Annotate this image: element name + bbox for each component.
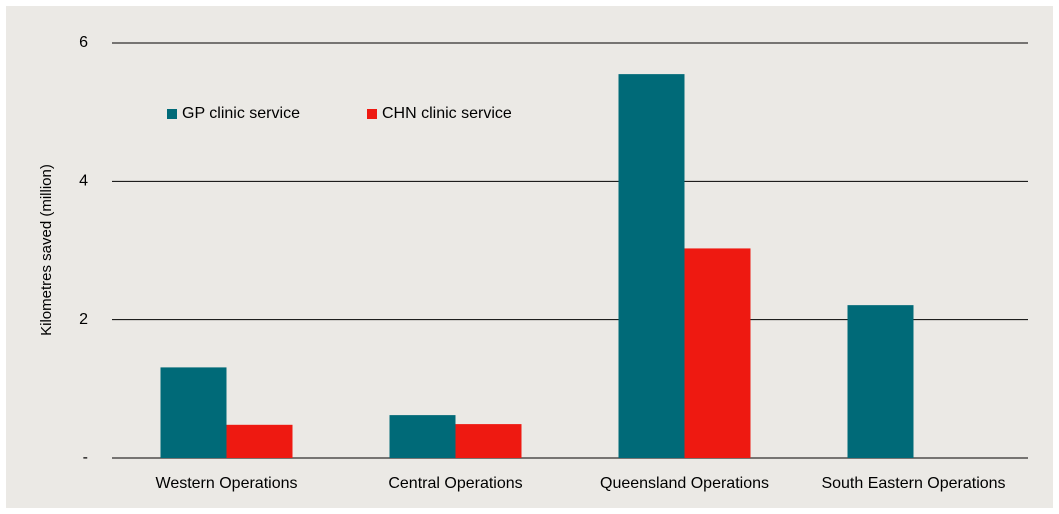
legend-swatch [167,109,177,119]
x-tick-label: Central Operations [388,475,522,492]
legend-label: GP clinic service [182,105,300,122]
y-axis-label: Kilometres saved (million) [38,164,55,336]
bar [618,74,685,458]
y-tick-label: 4 [79,173,88,190]
bar [160,367,227,458]
y-tick-label: - [83,449,88,466]
x-tick-label: Queensland Operations [600,475,769,492]
y-tick-label: 6 [79,34,88,51]
y-tick-label: 2 [79,311,88,328]
bar [455,424,522,458]
bar [684,248,751,458]
x-tick-label: South Eastern Operations [821,475,1005,492]
bar [226,424,293,458]
bar [389,415,456,458]
legend-label: CHN clinic service [382,105,512,122]
bar [847,305,914,458]
legend-swatch [367,109,377,119]
x-tick-label: Western Operations [156,475,298,492]
